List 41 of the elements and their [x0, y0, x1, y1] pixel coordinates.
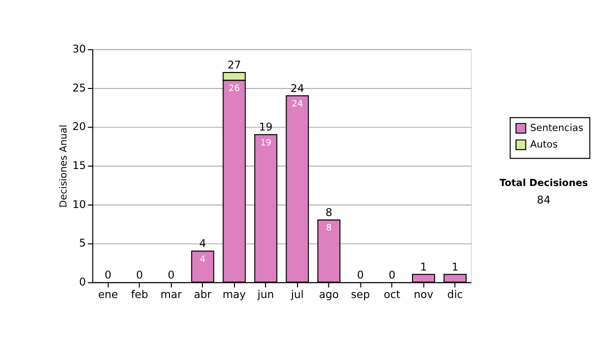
x-tick-label: may [222, 288, 246, 302]
y-tick-label: 25 [72, 81, 86, 94]
x-tick-label: jul [290, 288, 304, 302]
y-tick-label: 15 [72, 159, 86, 172]
x-tick-label: mar [160, 288, 182, 302]
data-label: 24 [292, 99, 304, 110]
x-tick-label: nov [414, 288, 434, 302]
x-tick-label: ene [98, 288, 118, 302]
data-label: 19 [260, 138, 272, 148]
text: Total Decisiones [499, 178, 588, 190]
y-tick-label: 30 [72, 42, 86, 56]
data-label: 26 [228, 84, 240, 94]
total-label: 19 [258, 120, 273, 134]
y-tick-label: 5 [79, 236, 86, 250]
total-label: 0 [104, 268, 112, 282]
total-label: 0 [357, 268, 364, 282]
total-label: 0 [388, 268, 396, 282]
total-label: 24 [290, 82, 304, 95]
x-tick-label: sep [351, 288, 370, 302]
x-tick-label: dic [447, 288, 464, 302]
total-label: 4 [199, 237, 206, 250]
y-tick-label: 20 [72, 120, 86, 134]
x-tick-label: feb [131, 288, 148, 302]
x-tick-label: abr [194, 288, 212, 302]
x-tick-label: jun [256, 288, 274, 302]
total-label: 8 [325, 206, 332, 220]
total-label: 1 [420, 260, 427, 274]
data-label: 8 [326, 224, 332, 234]
y-axis-title: Decisiones Anual [58, 124, 70, 208]
x-tick-label: ago [318, 288, 339, 302]
total-label: 1 [452, 260, 458, 274]
y-tick-label: 10 [72, 198, 86, 211]
text: 84 [536, 194, 551, 207]
legend-label: Sentencias [530, 123, 584, 134]
y-tick-label: 0 [79, 276, 86, 289]
total-label: 0 [136, 268, 144, 282]
total-label: 27 [227, 58, 242, 72]
data-label: 4 [200, 254, 206, 265]
x-tick-label: oct [384, 288, 400, 302]
legend-label: Autos [530, 140, 558, 151]
total-label: 0 [168, 268, 175, 282]
